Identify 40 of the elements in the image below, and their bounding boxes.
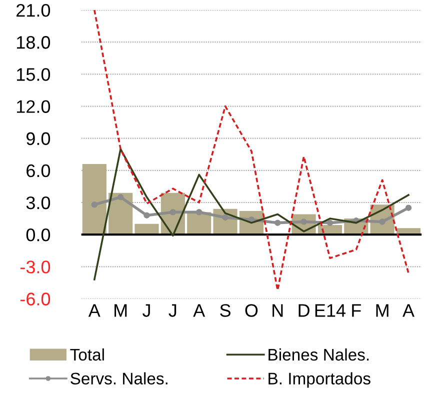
legend-label: Bienes Nales. [268, 348, 369, 361]
point [144, 212, 150, 218]
y-tick-label: -6.0 [20, 292, 50, 306]
x-tick-label: M [376, 304, 388, 317]
x-tick-label: E14 [315, 304, 346, 317]
point [91, 202, 98, 208]
x-tick-label: F [352, 304, 361, 317]
legend-label: Total [70, 348, 104, 361]
x-tick-label: M [114, 304, 127, 317]
x-tick-label: S [220, 304, 230, 317]
y-tick-label: 18.0 [17, 36, 50, 49]
x-tick-label: D [298, 304, 310, 317]
x-tick-label: O [245, 304, 258, 317]
legend-label: B. Importados [268, 372, 370, 388]
y-tick-label: -3.0 [20, 260, 50, 274]
y-tick-label: 15.0 [17, 68, 50, 81]
y-tick-label: 9.0 [26, 132, 50, 146]
x-tick-label: J [168, 304, 176, 317]
x-tick-label: A [88, 304, 100, 317]
point [326, 220, 334, 226]
y-tick-label: 3.0 [26, 196, 50, 210]
line-series [94, 148, 410, 280]
y-tick-label: 6.0 [26, 164, 50, 178]
point [170, 209, 176, 216]
point [379, 218, 386, 225]
point [117, 194, 124, 200]
point [405, 204, 412, 211]
y-tick-label: 21.0 [16, 4, 50, 17]
bar [134, 224, 159, 235]
bar [82, 164, 106, 235]
line-series [94, 10, 410, 292]
legend-label: Servs. Nales. [70, 372, 168, 385]
x-tick-label: A [193, 304, 206, 317]
x-tick-label: N [272, 304, 283, 317]
point [274, 220, 281, 226]
y-tick-label: 12.0 [17, 100, 50, 113]
x-tick-label: J [142, 304, 150, 317]
y-tick-label: 0.0 [26, 228, 50, 242]
point [196, 209, 202, 216]
x-tick-label: A [402, 304, 414, 317]
